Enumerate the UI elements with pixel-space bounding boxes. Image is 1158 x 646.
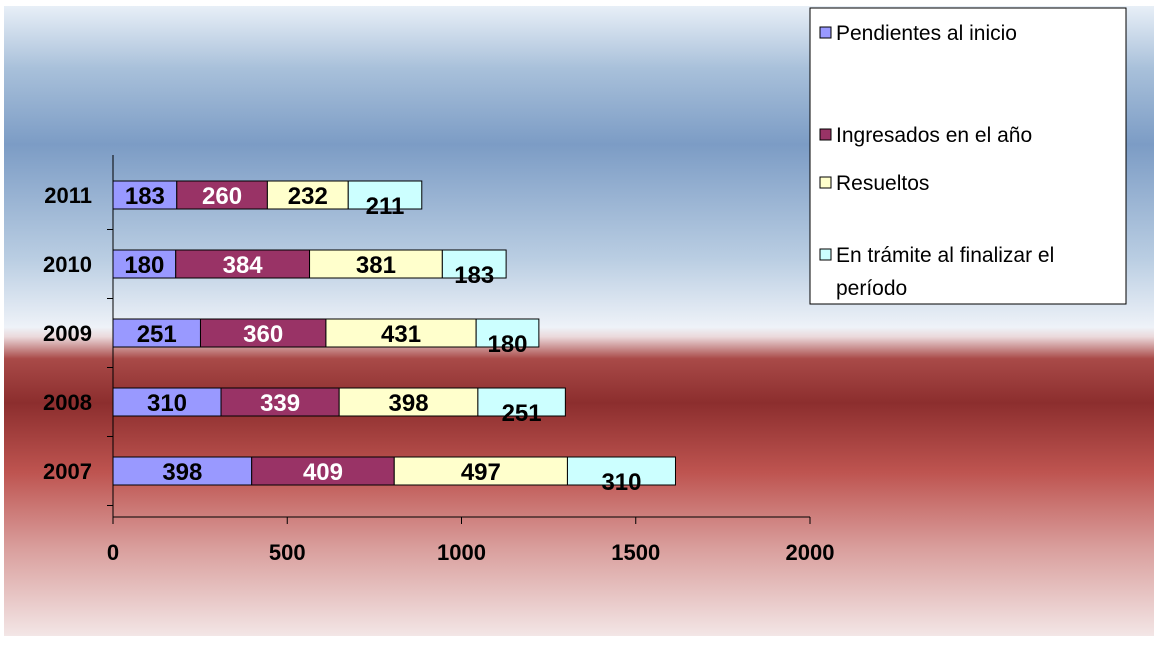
bar-segment	[112, 318, 201, 348]
legend-swatch	[819, 26, 832, 39]
legend-label: Ingresados en el año	[836, 124, 1032, 147]
data-label: 381	[356, 252, 396, 279]
y-tick-label: 2011	[44, 183, 92, 208]
bar-segment	[175, 249, 311, 279]
y-tick-label: 2007	[43, 459, 92, 484]
bar-segment	[176, 180, 268, 210]
legend-swatch	[819, 248, 832, 261]
data-label: 260	[202, 183, 242, 210]
y-tick-label: 2008	[43, 390, 92, 415]
bar-segment	[251, 456, 395, 486]
legend-label: Resueltos	[836, 172, 929, 195]
data-label: 339	[260, 390, 300, 417]
data-label: 398	[389, 390, 429, 417]
bar-segment	[325, 318, 477, 348]
y-tick-label: 2009	[43, 321, 92, 346]
plot-area: 0 500 1000 1500 2000 2011 183 260 232 211 2010 180 3…	[43, 155, 834, 565]
data-label: 360	[243, 321, 283, 348]
data-label: 180	[487, 331, 527, 358]
legend: Pendientes al inicio Ingresados en el año…	[809, 7, 1127, 305]
x-tick-label: 1000	[437, 540, 486, 565]
legend-label: período	[836, 277, 907, 300]
x-tick-label: 2000	[786, 540, 835, 565]
legend-label: Pendientes al inicio	[836, 22, 1017, 45]
data-label: 384	[223, 252, 264, 279]
bar-segment	[477, 387, 566, 417]
bar-segment	[566, 456, 676, 486]
data-label: 232	[288, 183, 328, 210]
data-label: 431	[381, 321, 421, 348]
data-label: 310	[601, 469, 641, 496]
bar-segment	[475, 318, 540, 348]
bar-segment	[309, 249, 443, 279]
data-label: 310	[147, 390, 187, 417]
data-label: 251	[502, 400, 542, 427]
y-tick-label: 2010	[43, 252, 92, 277]
bar-segment	[338, 387, 479, 417]
bar-segment	[393, 456, 568, 486]
legend-swatch	[819, 128, 832, 141]
bar-segment	[112, 249, 177, 279]
x-tick-label: 500	[269, 540, 306, 565]
data-label: 251	[137, 321, 177, 348]
legend-label: En trámite al finalizar el	[836, 244, 1054, 267]
data-label: 211	[366, 193, 405, 220]
x-tick-label: 1500	[611, 540, 660, 565]
bar-segment	[112, 180, 178, 210]
bar-segment	[441, 249, 507, 279]
legend-swatch	[819, 176, 832, 189]
data-label: 497	[461, 459, 501, 486]
bar-segment	[199, 318, 327, 348]
legend-box	[809, 7, 1127, 305]
data-label: 183	[454, 262, 494, 289]
bar-segment	[347, 180, 423, 210]
data-label: 180	[124, 252, 164, 279]
data-label: 409	[303, 459, 343, 486]
bar-segment	[112, 387, 222, 417]
data-label: 183	[125, 183, 165, 210]
data-label: 398	[162, 459, 202, 486]
x-tick-label: 0	[107, 540, 119, 565]
